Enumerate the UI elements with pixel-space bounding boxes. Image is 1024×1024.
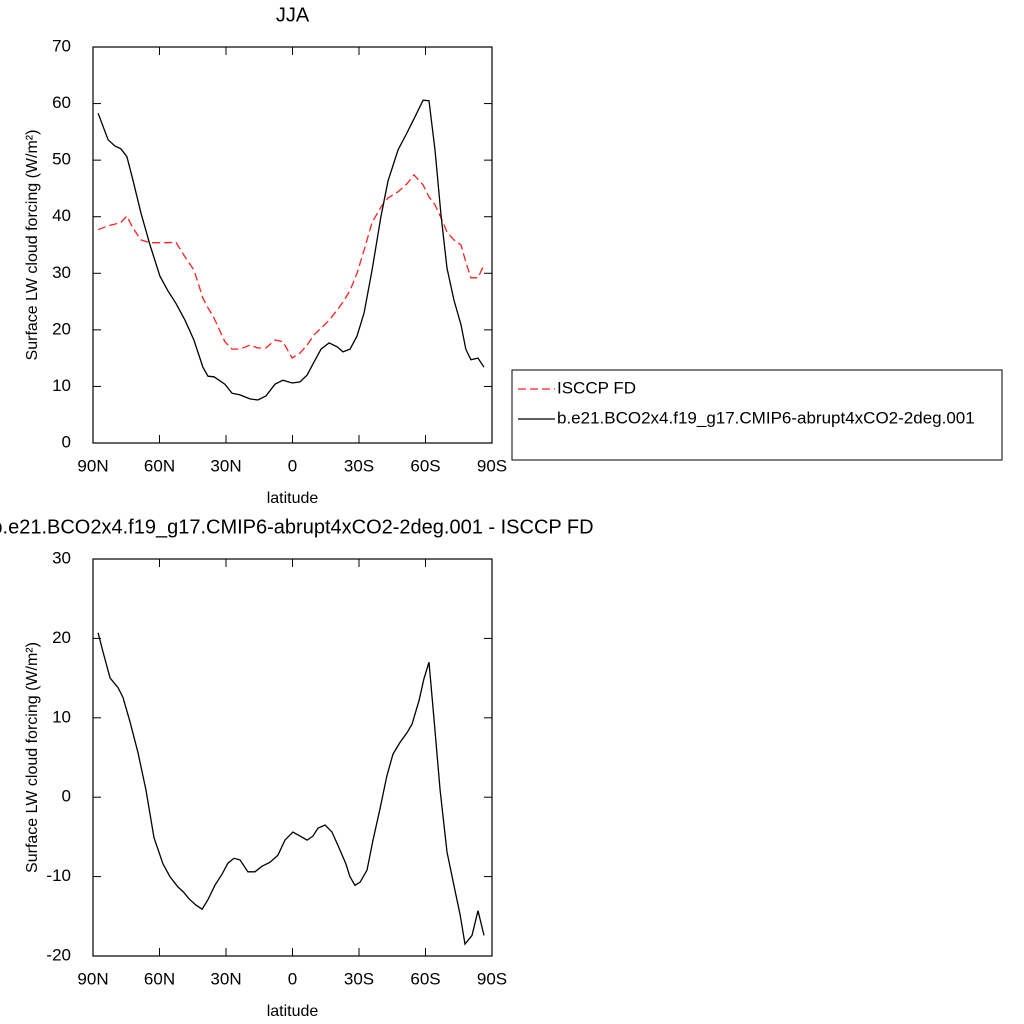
x-tick-label: 60N [144, 456, 175, 475]
data-line [97, 99, 485, 401]
x-tick-label: 30N [210, 456, 241, 475]
x-tick-label: 90S [477, 969, 507, 988]
y-tick-label: 30 [52, 263, 71, 282]
x-tick-label: 60S [410, 456, 440, 475]
y-tick-label: 60 [52, 93, 71, 112]
chart-title: JJA [276, 4, 310, 26]
x-tick-label: 90N [77, 969, 108, 988]
y-tick-label: 20 [52, 319, 71, 338]
plot-frame [92, 558, 493, 957]
x-tick-label: 60S [410, 969, 440, 988]
x-tick-label: 30S [344, 969, 374, 988]
y-tick-label: 30 [52, 548, 71, 567]
data-line [97, 632, 485, 946]
x-tick-label: 0 [288, 456, 297, 475]
y-tick-label: -10 [46, 866, 71, 885]
y-tick-label: 10 [52, 707, 71, 726]
x-tick-label: 30S [344, 456, 374, 475]
y-tick-label: -20 [46, 945, 71, 964]
x-tick-label: 90N [77, 456, 108, 475]
y-tick-label: 10 [52, 376, 71, 395]
legend-label: ISCCP FD [557, 378, 636, 397]
y-axis-label: Surface LW cloud forcing (W/m²) [24, 130, 41, 361]
y-tick-label: 40 [52, 206, 71, 225]
y-tick-label: 20 [52, 628, 71, 647]
x-tick-label: 0 [288, 969, 297, 988]
chart-title: b.e21.BCO2x4.f19_g17.CMIP6-abrupt4xCO2-2… [0, 516, 594, 538]
y-tick-label: 0 [62, 432, 71, 451]
x-tick-label: 90S [477, 456, 507, 475]
x-axis-label: latitude [267, 1003, 319, 1020]
y-tick-label: 70 [52, 36, 71, 55]
x-tick-label: 60N [144, 969, 175, 988]
y-tick-label: 50 [52, 150, 71, 169]
y-tick-label: 0 [62, 787, 71, 806]
y-axis-label: Surface LW cloud forcing (W/m²) [24, 642, 41, 873]
legend-label: b.e21.BCO2x4.f19_g17.CMIP6-abrupt4xCO2-2… [557, 408, 975, 427]
data-line [97, 173, 485, 360]
x-axis-label: latitude [267, 490, 319, 507]
x-tick-label: 30N [210, 969, 241, 988]
legend-box [511, 369, 1003, 461]
